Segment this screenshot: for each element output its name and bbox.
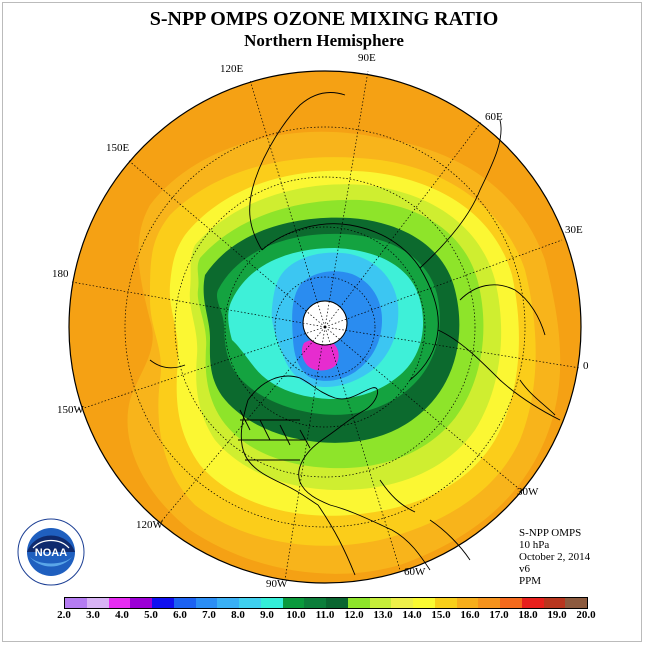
- map-boundary: [68, 70, 582, 584]
- info-units: PPM: [519, 575, 542, 587]
- colorbar-segment: [543, 598, 566, 608]
- info-date: October 2, 2014: [519, 551, 591, 563]
- colorbar-tick-label: 19.0: [547, 609, 567, 621]
- colorbar-segment: [195, 598, 218, 608]
- lon-label-120e: 120E: [220, 63, 244, 75]
- colorbar-tick-labels: 2.0 3.0 4.0 5.0 6.0 7.0 8.0 9.0 10.0 11.0 12.0 13.0…: [57, 609, 596, 623]
- colorbar-tick-label: 13.0: [373, 609, 393, 621]
- colorbar-segment: [369, 598, 392, 608]
- noaa-logo-text: NOAA: [35, 547, 67, 559]
- colorbar-segment: [304, 598, 326, 608]
- colorbar-segment: [391, 598, 413, 608]
- colorbar-tick-label: 9.0: [260, 609, 274, 621]
- colorbar-segment: [456, 598, 479, 608]
- colorbar-segment: [152, 598, 174, 608]
- colorbar-segment: [326, 598, 348, 608]
- figure-frame: [2, 2, 642, 642]
- colorbar-segment: [413, 598, 435, 608]
- colorbar-segment: [521, 598, 544, 608]
- lon-label-90w: 90W: [266, 578, 288, 590]
- colorbar-segment: [108, 598, 131, 608]
- colorbar-tick-label: 15.0: [431, 609, 451, 621]
- colorbar-tick-label: 6.0: [173, 609, 187, 621]
- lon-label-0: 0: [583, 360, 589, 372]
- lon-label-150e: 150E: [106, 142, 130, 154]
- colorbar-segment: [565, 598, 587, 608]
- colorbar: [64, 597, 588, 609]
- colorbar-segment: [130, 598, 152, 608]
- colorbar-segment: [347, 598, 370, 608]
- colorbar-tick-label: 20.0: [576, 609, 596, 621]
- colorbar-segment: [86, 598, 109, 608]
- colorbar-segment: [217, 598, 239, 608]
- graticule: [71, 70, 581, 581]
- colorbar-segment: [434, 598, 457, 608]
- colorbar-tick-label: 16.0: [460, 609, 480, 621]
- info-level: 10 hPa: [519, 539, 550, 551]
- colorbar-tick-label: 11.0: [315, 609, 335, 621]
- colorbar-tick-label: 10.0: [286, 609, 306, 621]
- noaa-logo: NOAA: [17, 518, 85, 586]
- colorbar-segment: [478, 598, 500, 608]
- colorbar-tick-label: 2.0: [57, 609, 71, 621]
- colorbar-segment: [260, 598, 283, 608]
- lon-label-150w: 150W: [57, 404, 84, 416]
- colorbar-segment: [500, 598, 522, 608]
- colorbar-tick-label: 18.0: [518, 609, 538, 621]
- colorbar-tick-label: 8.0: [231, 609, 245, 621]
- colorbar-tick-label: 3.0: [86, 609, 100, 621]
- colorbar-tick-label: 17.0: [489, 609, 509, 621]
- page-title: S-NPP OMPS OZONE MIXING RATIO: [149, 8, 499, 30]
- lon-label-90e: 90E: [358, 52, 376, 64]
- colorbar-segment: [282, 598, 305, 608]
- info-version: v6: [519, 563, 530, 575]
- coastlines: [149, 92, 561, 576]
- lon-label-30e: 30E: [565, 224, 583, 236]
- lon-label-30w: 30W: [517, 486, 539, 498]
- lon-label-60w: 60W: [404, 566, 426, 578]
- info-block: S-NPP OMPS 10 hPa October 2, 2014 v6 PPM: [519, 527, 590, 587]
- lon-label-120w: 120W: [136, 519, 163, 531]
- colorbar-segment: [239, 598, 261, 608]
- colorbar-tick-label: 7.0: [202, 609, 216, 621]
- colorbar-tick-label: 4.0: [115, 609, 129, 621]
- lon-label-180: 180: [52, 268, 69, 280]
- colorbar-segment: [173, 598, 196, 608]
- page-subtitle: Northern Hemisphere: [244, 31, 404, 50]
- lon-label-60e: 60E: [485, 111, 503, 123]
- colorbar-tick-label: 14.0: [402, 609, 422, 621]
- colorbar-tick-label: 12.0: [344, 609, 364, 621]
- colorbar-segment: [65, 598, 87, 608]
- colorbar-tick-label: 5.0: [144, 609, 158, 621]
- info-instrument: S-NPP OMPS: [519, 527, 582, 539]
